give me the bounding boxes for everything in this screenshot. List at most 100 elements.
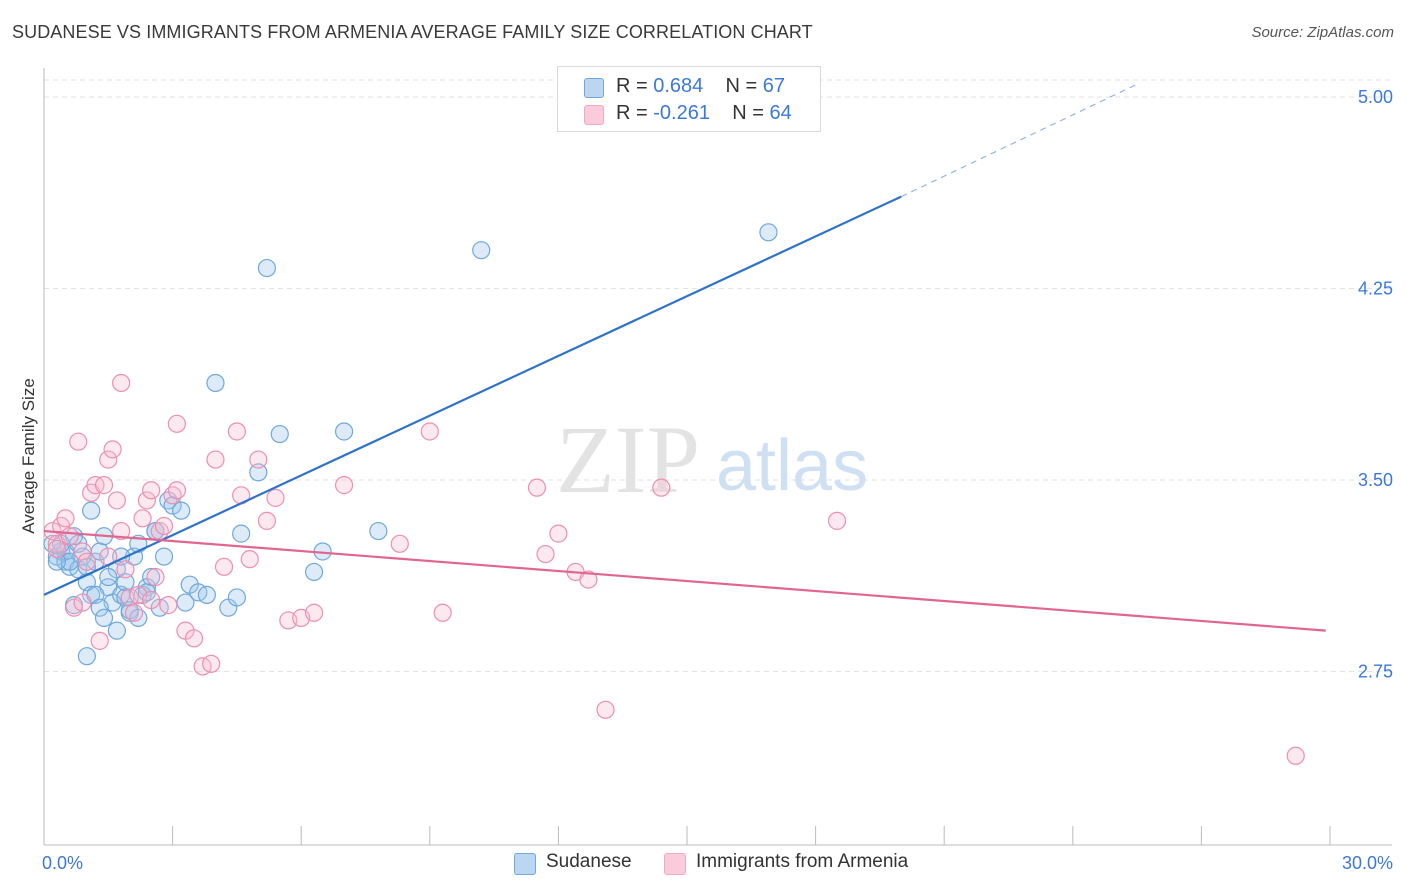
scatter-point xyxy=(759,223,778,242)
scatter-point xyxy=(420,422,439,441)
scatter-point xyxy=(214,557,234,576)
watermark-zip: ZIP xyxy=(556,406,700,513)
n-value: 67 xyxy=(762,75,786,97)
scatter-point xyxy=(206,373,225,393)
scatter-point xyxy=(652,478,671,497)
scatter-point xyxy=(99,450,118,469)
legend-label: Immigrants from Armenia xyxy=(696,851,909,872)
scatter-point xyxy=(142,481,161,500)
n-label: N = xyxy=(732,102,764,124)
legend-text: R = -0.261 N = 64 xyxy=(616,102,792,125)
scatter-point xyxy=(1286,746,1305,765)
scatter-point xyxy=(596,700,615,719)
chart-title: SUDANESE VS IMMIGRANTS FROM ARMENIA AVER… xyxy=(12,22,813,42)
scatter-point xyxy=(99,567,118,587)
scatter-point xyxy=(56,509,75,528)
scatter-point xyxy=(257,258,277,278)
scatter-point xyxy=(232,524,251,543)
legend-box: R = 0.684 N = 67 R = -0.261 N = 64 xyxy=(557,66,821,132)
trend-line-armenia xyxy=(43,529,1326,632)
y-tick-label: 5.00 xyxy=(1358,87,1393,107)
scatter-point xyxy=(90,598,109,617)
scatter-point xyxy=(240,550,259,569)
scatter-point xyxy=(82,501,101,520)
scatter-point xyxy=(304,562,324,582)
scatter-point xyxy=(107,491,126,510)
scatter-point xyxy=(64,598,84,617)
scatter-point xyxy=(369,521,388,541)
scatter-point xyxy=(167,414,186,433)
scatter-point xyxy=(549,524,568,543)
scatter-point xyxy=(142,590,161,610)
scatter-point xyxy=(103,440,122,459)
scatter-point xyxy=(77,552,96,571)
scatter-point xyxy=(184,629,204,648)
y-axis-label: Average Family Size xyxy=(19,378,38,534)
scatter-point xyxy=(112,521,131,541)
scatter-point xyxy=(94,476,114,495)
legend-swatch-pink xyxy=(664,853,686,875)
series-sudanese-points xyxy=(43,223,778,666)
y-tick-label: 3.50 xyxy=(1358,470,1393,490)
r-value: 0.684 xyxy=(653,75,704,97)
scatter-point xyxy=(206,450,225,469)
scatter-point xyxy=(69,432,88,451)
legend-label: Sudanese xyxy=(546,851,632,872)
trend-lines xyxy=(43,83,1326,632)
scatter-point xyxy=(433,603,452,622)
scatter-point xyxy=(112,373,131,393)
scatter-point xyxy=(202,654,221,673)
chart-source: Source: ZipAtlas.com xyxy=(1251,24,1394,41)
scatter-point xyxy=(137,491,156,510)
y-tick-labels: 2.75 3.50 4.25 5.00 xyxy=(1358,87,1393,682)
scatter-point xyxy=(536,544,555,564)
axes xyxy=(43,68,1392,846)
scatter-point xyxy=(146,567,165,587)
watermark: ZIP atlas xyxy=(556,406,868,513)
scatter-point xyxy=(94,608,114,627)
scatter-point xyxy=(527,478,547,497)
scatter-point xyxy=(154,547,174,566)
scatter-point xyxy=(172,501,191,520)
r-label: R = xyxy=(616,75,648,97)
trend-line-sudanese xyxy=(43,195,902,596)
n-label: N = xyxy=(725,75,758,97)
n-value: 64 xyxy=(769,102,792,124)
scatter-point xyxy=(390,534,409,553)
scatter-point xyxy=(167,481,186,500)
legend-swatch-blue xyxy=(514,853,536,875)
legend-swatch-pink xyxy=(584,105,604,125)
scatter-point xyxy=(304,603,324,622)
scatter-point xyxy=(47,539,66,559)
legend-text: R = 0.684 N = 67 xyxy=(616,75,785,98)
x-tick-label: 0.0% xyxy=(42,853,83,873)
series-armenia-points xyxy=(43,373,1305,765)
scatter-point xyxy=(107,621,126,640)
x-tick-label: 30.0% xyxy=(1342,853,1393,873)
scatter-point xyxy=(334,422,354,441)
scatter-point xyxy=(47,552,66,571)
scatter-point xyxy=(73,593,92,612)
scatter-point xyxy=(197,585,216,605)
scatter-point xyxy=(266,488,285,507)
scatter-point xyxy=(249,450,268,469)
scatter-point xyxy=(227,588,246,607)
scatter-point xyxy=(249,463,268,482)
scatter-point xyxy=(227,422,246,441)
scatter-point xyxy=(60,527,79,546)
scatter-point xyxy=(334,476,354,495)
scatter-point xyxy=(116,560,135,579)
scatter-point xyxy=(77,647,96,666)
trend-line-sudanese-extension xyxy=(901,83,1138,198)
scatter-point xyxy=(159,596,178,615)
y-tick-label: 2.75 xyxy=(1358,662,1393,682)
scatter-point xyxy=(257,511,277,530)
watermark-atlas: atlas xyxy=(716,426,868,506)
r-value: -0.261 xyxy=(653,102,710,124)
scatter-point xyxy=(133,509,152,528)
r-label: R = xyxy=(616,102,648,124)
scatter-point xyxy=(73,542,92,561)
y-tick-label: 4.25 xyxy=(1358,279,1393,299)
x-tick-labels: 0.0% 30.0% xyxy=(42,853,1393,873)
